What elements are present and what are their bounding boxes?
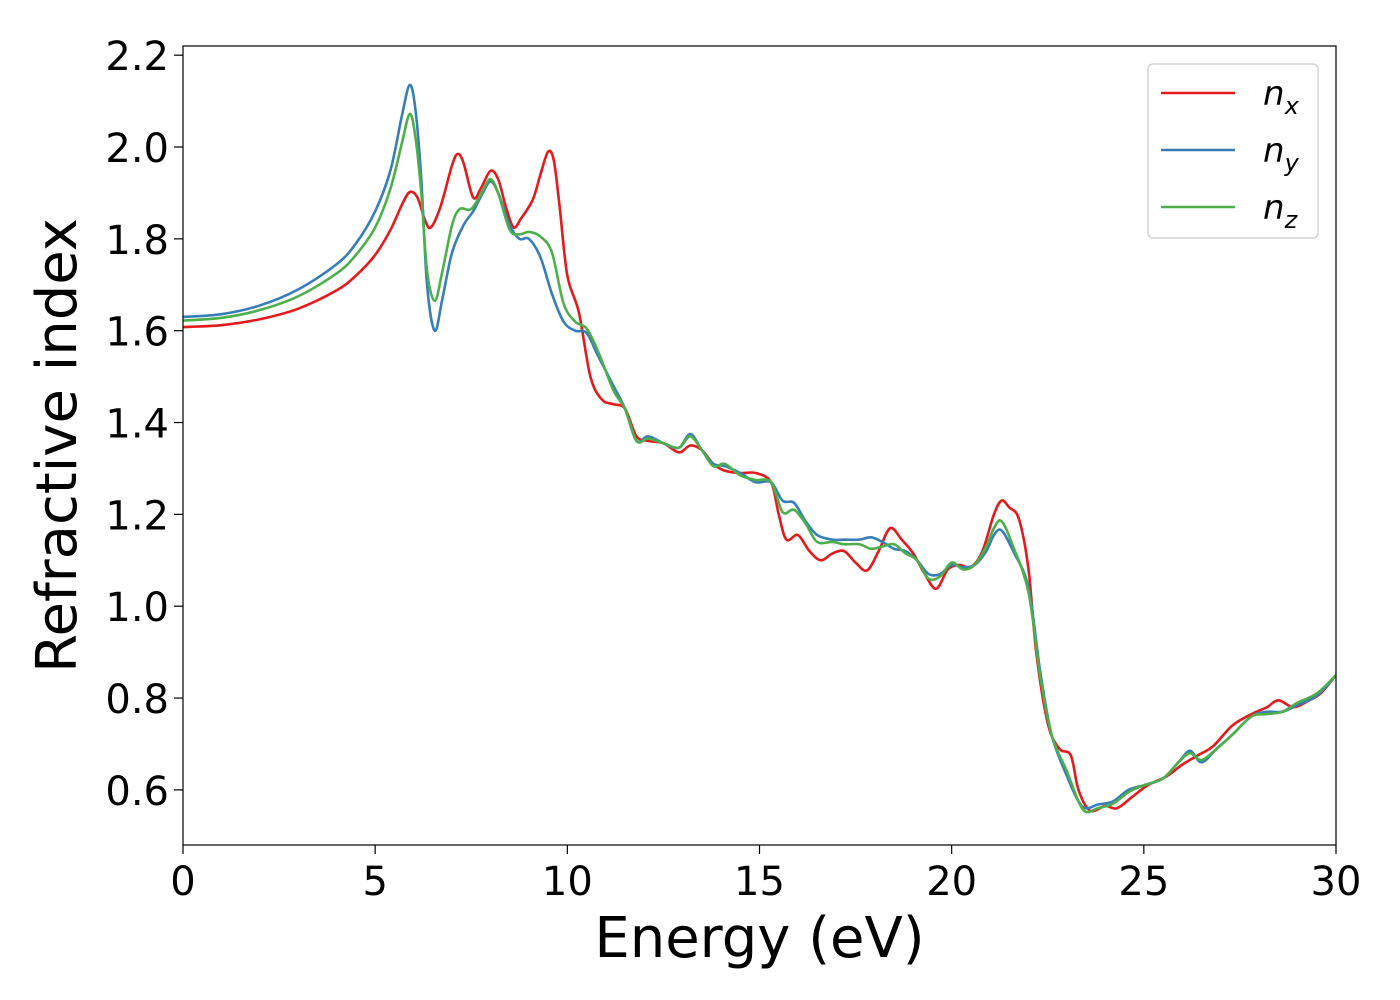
- legend-label-sub: z: [1284, 206, 1299, 234]
- y-tick-label: 1.8: [105, 218, 169, 264]
- legend-label-main: n: [1263, 74, 1285, 114]
- y-tick-label: 2.2: [105, 34, 169, 80]
- x-tick-label: 5: [362, 859, 387, 905]
- y-axis-ticks: 0.6 0.8 1.0 1.2 1.4 1.6 1.8 2.0 2.2: [105, 34, 183, 815]
- x-tick-label: 0: [170, 859, 195, 905]
- x-tick-label: 15: [734, 859, 785, 905]
- y-axis-label: Refractive index: [25, 218, 90, 673]
- series-line-n-z: [183, 112, 1336, 814]
- y-tick-label: 1.4: [105, 402, 169, 448]
- x-tick-label: 30: [1311, 859, 1362, 905]
- legend-label: nx: [1263, 74, 1300, 120]
- y-tick-label: 0.6: [105, 769, 169, 815]
- x-tick-label: 20: [926, 859, 977, 905]
- x-tick-label: 25: [1118, 859, 1169, 905]
- y-tick-label: 1.6: [105, 310, 169, 356]
- y-tick-label: 1.2: [105, 493, 169, 539]
- legend-label-sub: y: [1284, 149, 1300, 177]
- legend-label-main: n: [1263, 188, 1285, 228]
- x-tick-label: 10: [542, 859, 593, 905]
- series-layer: [183, 83, 1336, 814]
- y-tick-label: 2.0: [105, 126, 169, 172]
- series-line-n-y: [183, 83, 1336, 810]
- legend-label-main: n: [1263, 131, 1285, 171]
- x-axis-label: Energy (eV): [594, 906, 924, 971]
- legend-label: ny: [1263, 131, 1300, 177]
- x-axis-ticks: 0 5 10 15 20 25 30: [170, 845, 1361, 905]
- legend-label: nz: [1263, 188, 1299, 234]
- y-tick-label: 1.0: [105, 585, 169, 631]
- y-tick-label: 0.8: [105, 677, 169, 723]
- legend-label-sub: x: [1284, 92, 1300, 120]
